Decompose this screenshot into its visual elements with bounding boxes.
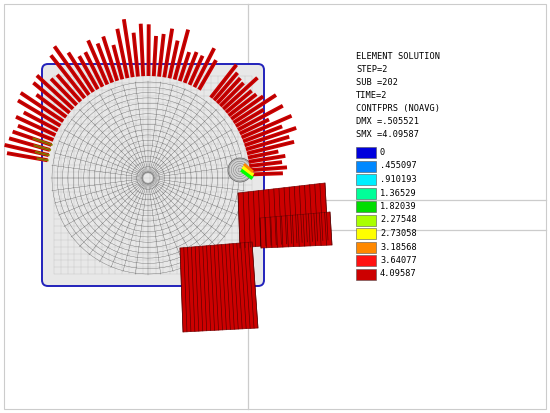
Bar [356,214,376,225]
Text: CONTFPRS (NOAVG): CONTFPRS (NOAVG) [356,104,440,113]
Polygon shape [180,242,258,332]
Text: SMX =4.09587: SMX =4.09587 [356,130,419,139]
Bar [356,201,376,212]
Text: ELEMENT SOLUTION: ELEMENT SOLUTION [356,52,440,61]
Bar [356,268,376,280]
Polygon shape [228,158,252,182]
Text: STEP=2: STEP=2 [356,65,388,74]
Text: SUB =202: SUB =202 [356,78,398,87]
FancyBboxPatch shape [42,64,264,286]
Bar [356,228,376,239]
Text: .910193: .910193 [380,175,417,184]
Text: 0: 0 [380,148,385,157]
Bar [356,255,376,266]
Text: 1.82039: 1.82039 [380,202,417,211]
Text: 1.36529: 1.36529 [380,188,417,197]
Text: .455097: .455097 [380,161,417,171]
Bar [356,161,376,171]
Bar [356,147,376,158]
Text: 2.73058: 2.73058 [380,229,417,238]
Text: DMX =.505521: DMX =.505521 [356,117,419,126]
Bar [356,242,376,252]
Polygon shape [238,183,328,248]
Bar [356,174,376,185]
Text: 4.09587: 4.09587 [380,270,417,278]
Text: TIME=2: TIME=2 [356,91,388,100]
Text: 3.18568: 3.18568 [380,242,417,252]
Bar [356,188,376,199]
Polygon shape [260,212,332,248]
Text: 2.27548: 2.27548 [380,216,417,225]
Text: 3.64077: 3.64077 [380,256,417,265]
